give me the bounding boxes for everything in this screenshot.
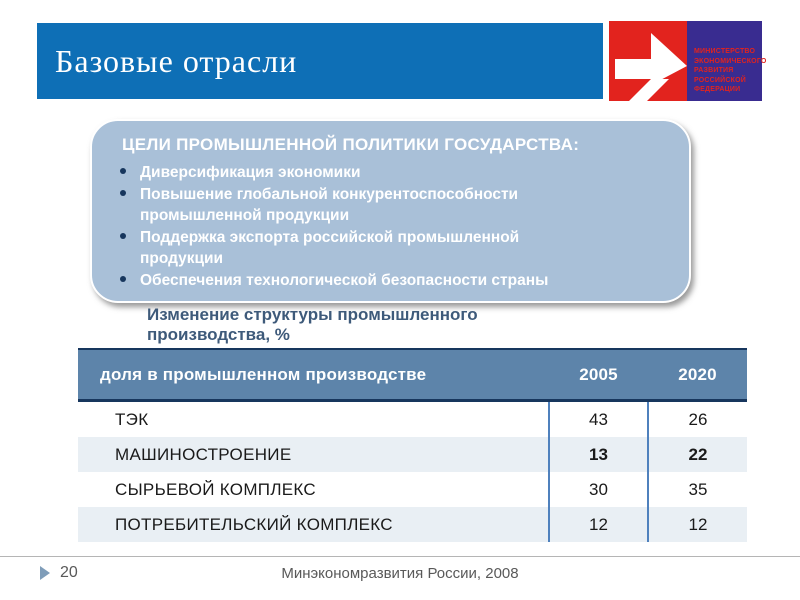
goals-list: Диверсификация экономики Повышение глоба… (92, 163, 592, 292)
goals-list-item: Повышение глобальной конкурентоспособнос… (120, 185, 592, 226)
column-header-2005: 2005 (549, 348, 648, 402)
value-2020: 35 (647, 472, 747, 507)
column-header-2020: 2020 (648, 348, 747, 402)
row-label: СЫРЬЕВОЙ КОМПЛЕКС (115, 479, 316, 499)
ministry-name-block: МИНИСТЕРСТВО ЭКОНОМИЧЕСКОГО РАЗВИТИЯ РОС… (687, 21, 767, 101)
ministry-name-line: МИНИСТЕРСТВО (694, 48, 756, 55)
page-number: 20 (60, 564, 78, 581)
value-2020: 26 (647, 400, 747, 437)
ministry-name-line: ЭКОНОМИЧЕСКОГО (694, 57, 767, 65)
industry-share-table: доля в промышленном производстве 2005 20… (78, 348, 747, 542)
goals-item-text: Диверсификация экономики (140, 164, 361, 181)
value-2020: 12 (647, 507, 747, 542)
bullet-icon (120, 233, 126, 240)
footer-source: Минэкономразвития России, 2008 (281, 565, 519, 582)
footer: 20 Минэкономразвития России, 2008 (0, 562, 800, 588)
row-label: МАШИНОСТРОЕНИЕ (115, 444, 292, 464)
slide-title: Базовые отрасли (55, 42, 298, 79)
goals-list-item: Диверсификация экономики (120, 163, 592, 183)
table-header-row: доля в промышленном производстве 2005 20… (78, 348, 747, 402)
title-bar: Базовые отрасли (37, 23, 603, 99)
value-2005: 12 (548, 507, 648, 542)
table-row: ПОТРЕБИТЕЛЬСКИЙ КОМПЛЕКС 12 12 (78, 507, 747, 542)
ministry-name-line: ФЕДЕРАЦИИ (694, 86, 741, 94)
value-2005: 13 (548, 437, 648, 472)
goals-list-item: Поддержка экспорта российской промышленн… (120, 228, 592, 269)
goals-box-title: ЦЕЛИ ПРОМЫШЛЕННОЙ ПОЛИТИКИ ГОСУДАРСТВА: (122, 135, 580, 154)
bullet-icon (120, 190, 126, 197)
bullet-icon (120, 168, 126, 174)
row-label: ПОТРЕБИТЕЛЬСКИЙ КОМПЛЕКС (115, 514, 393, 534)
table-row: ТЭК 43 26 (78, 400, 747, 437)
table-heading: Изменение структуры промышленного произв… (147, 305, 478, 344)
ministry-name-line: РОССИЙСКОЙ (694, 76, 746, 84)
value-2020: 22 (647, 437, 747, 472)
table-header: доля в промышленном производстве 2005 20… (78, 348, 747, 402)
table-row: МАШИНОСТРОЕНИЕ 13 22 (78, 437, 747, 472)
bullet-icon (120, 276, 126, 283)
ministry-name-line: РАЗВИТИЯ (694, 67, 734, 75)
goals-item-text: Поддержка экспорта российской промышленн… (140, 229, 520, 267)
arrow-icon (615, 33, 687, 101)
value-2005: 43 (548, 400, 648, 437)
column-header-share: доля в промышленном производстве (78, 348, 549, 402)
table-row: СЫРЬЕВОЙ КОМПЛЕКС 30 35 (78, 472, 747, 507)
goals-box: ЦЕЛИ ПРОМЫШЛЕННОЙ ПОЛИТИКИ ГОСУДАРСТВА: … (90, 119, 691, 303)
value-2005: 30 (548, 472, 648, 507)
goals-item-text: Повышение глобальной конкурентоспособнос… (140, 186, 519, 224)
footer-divider (0, 556, 800, 557)
ministry-arrow-logo (609, 21, 687, 101)
goals-item-text: Обеспечения технологической безопасности… (140, 272, 549, 290)
goals-list-item: Обеспечения технологической безопасности… (120, 271, 592, 291)
row-label: ТЭК (115, 409, 149, 429)
page-arrow-icon (40, 566, 50, 580)
